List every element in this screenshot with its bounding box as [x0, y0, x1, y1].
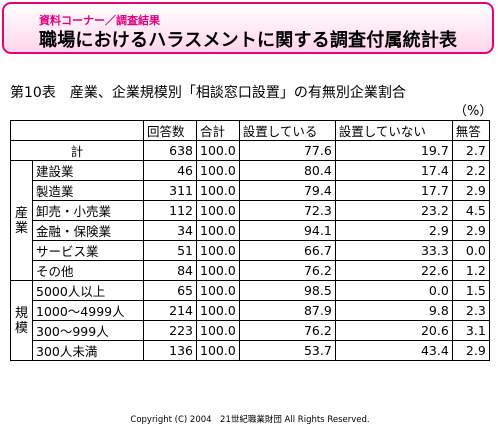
- table-cell: 84: [143, 260, 197, 281]
- table-cell: 17.7: [334, 180, 453, 201]
- table-cell: 0.0: [334, 280, 453, 301]
- table-cell: 311: [143, 180, 197, 201]
- group-label-char: 業: [14, 220, 28, 236]
- table-cell: 46: [143, 160, 197, 181]
- column-header: 合計: [196, 120, 240, 141]
- row-label: 建設業: [32, 160, 144, 181]
- table-cell: 19.7: [334, 140, 453, 161]
- table-cell: 100.0: [196, 260, 240, 281]
- table-cell: 3.1: [451, 320, 490, 341]
- group-label-char: 模: [14, 320, 28, 336]
- table-cell: 100.0: [196, 160, 240, 181]
- table-row: 卸売・小売業 112 100.0 72.3 23.2 4.5: [11, 200, 490, 221]
- table-cell: 100.0: [196, 220, 240, 241]
- table-cell: 223: [143, 320, 197, 341]
- column-header: 回答数: [143, 120, 197, 141]
- copyright-footer: Copyright (C) 2004 21世紀職業財団 All Rights R…: [130, 415, 370, 425]
- table-cell: 214: [143, 300, 197, 321]
- table-cell: 112: [143, 200, 197, 221]
- table-cell: 23.2: [334, 200, 453, 221]
- table-cell: 51: [143, 240, 197, 261]
- table-cell: 100.0: [196, 180, 240, 201]
- banner-subtitle: 資料コーナー／調査結果: [39, 14, 160, 27]
- row-label: 1000～4999人: [32, 300, 144, 321]
- row-label: 300～999人: [32, 320, 144, 341]
- table-cell: 98.5: [238, 280, 336, 301]
- table-cell: 94.1: [238, 220, 336, 241]
- table-cell: 100.0: [196, 200, 240, 221]
- table-caption: 第10表 産業、企業規模別「相談窓口設置」の有無別企業割合: [10, 85, 406, 101]
- row-label: 5000人以上: [32, 280, 144, 301]
- table-cell: 0.0: [451, 240, 490, 261]
- column-header: 無答: [451, 120, 490, 141]
- table-cell: 100.0: [196, 280, 240, 301]
- row-label: 金融・保険業: [32, 220, 144, 241]
- table-cell: 2.2: [451, 160, 490, 181]
- table-cell: 638: [143, 140, 197, 161]
- table-cell: 100.0: [196, 240, 240, 261]
- table-cell: 53.7: [238, 340, 336, 361]
- table-cell: 136: [143, 340, 197, 361]
- table-cell: 9.8: [334, 300, 453, 321]
- group-label-char: 規: [14, 305, 28, 321]
- row-label: 卸売・小売業: [32, 200, 144, 221]
- group-label-char: 産: [14, 205, 28, 221]
- table-cell: 100.0: [196, 340, 240, 361]
- header-corner: [10, 120, 144, 141]
- banner-title: 職場におけるハラスメントに関する調査付属統計表: [39, 30, 458, 51]
- table-cell: 20.6: [334, 320, 453, 341]
- table-cell: 72.3: [238, 200, 336, 221]
- table-cell: 76.2: [238, 260, 336, 281]
- header-banner: 資料コーナー／調査結果 職場におけるハラスメントに関する調査付属統計表: [2, 2, 494, 54]
- table-cell: 2.9: [451, 220, 490, 241]
- table-cell: 2.3: [451, 300, 490, 321]
- table-row: 産業建設業 46 100.0 80.4 17.4 2.2: [10, 160, 490, 281]
- table-cell: 34: [143, 220, 197, 241]
- column-header: 設置している: [238, 120, 336, 141]
- table-cell: 4.5: [451, 200, 490, 221]
- table-cell: 1.2: [451, 260, 490, 281]
- table-cell: 1.5: [451, 280, 490, 301]
- row-label: 300人未満: [32, 340, 144, 361]
- table-cell: 100.0: [196, 300, 240, 321]
- table-cell: 80.4: [238, 160, 336, 181]
- table-row: その他 84 100.0 76.2 22.6 1.2: [11, 260, 490, 281]
- table-row: 製造業 311 100.0 79.4 17.7 2.9: [11, 180, 490, 201]
- row-label: その他: [32, 260, 144, 281]
- table-cell: 77.6: [238, 140, 336, 161]
- table-cell: 87.9: [238, 300, 336, 321]
- table-cell: 2.9: [451, 340, 490, 361]
- table-cell: 2.9: [334, 220, 453, 241]
- table-row: サービス業 51 100.0 66.7 33.3 0.0: [11, 240, 490, 261]
- table-header-row: 回答数 合計 設置している 設置していない 無答: [10, 120, 490, 141]
- group-label: 産業: [10, 160, 33, 281]
- table-row: 300～999人 223 100.0 76.2 20.6 3.1: [11, 320, 490, 341]
- table-cell: 100.0: [196, 320, 240, 341]
- unit-label: （%）: [454, 104, 493, 119]
- table-cell: 2.9: [451, 180, 490, 201]
- row-label: サービス業: [32, 240, 144, 261]
- table-cell: 100.0: [196, 140, 240, 161]
- table-cell: 79.4: [238, 180, 336, 201]
- table-cell: 22.6: [334, 260, 453, 281]
- table-cell: 33.3: [334, 240, 453, 261]
- table-row: 金融・保険業 34 100.0 94.1 2.9 2.9: [11, 220, 490, 241]
- total-label: 計: [10, 140, 144, 161]
- statistics-table: 回答数 合計 設置している 設置していない 無答計 638 100.0 77.6 19.7 2.7…: [10, 120, 490, 361]
- column-header: 設置していない: [334, 120, 453, 141]
- table-row: 規模 5000人以上 65 100.0 98.5 0.0 1.5: [10, 280, 490, 361]
- table-cell: 43.4: [334, 340, 453, 361]
- table-row: 300人未満 136 100.0 53.7 43.4 2.9: [11, 340, 490, 361]
- table-row-total: 計 638 100.0 77.6 19.7 2.7: [10, 140, 490, 161]
- group-label: 規模: [10, 280, 33, 361]
- table-cell: 17.4: [334, 160, 453, 181]
- row-label: 製造業: [32, 180, 144, 201]
- table-row: 1000～4999人 214 100.0 87.9 9.8 2.3: [11, 300, 490, 321]
- table-cell: 76.2: [238, 320, 336, 341]
- table-cell: 2.7: [451, 140, 490, 161]
- table-cell: 65: [143, 280, 197, 301]
- table-cell: 66.7: [238, 240, 336, 261]
